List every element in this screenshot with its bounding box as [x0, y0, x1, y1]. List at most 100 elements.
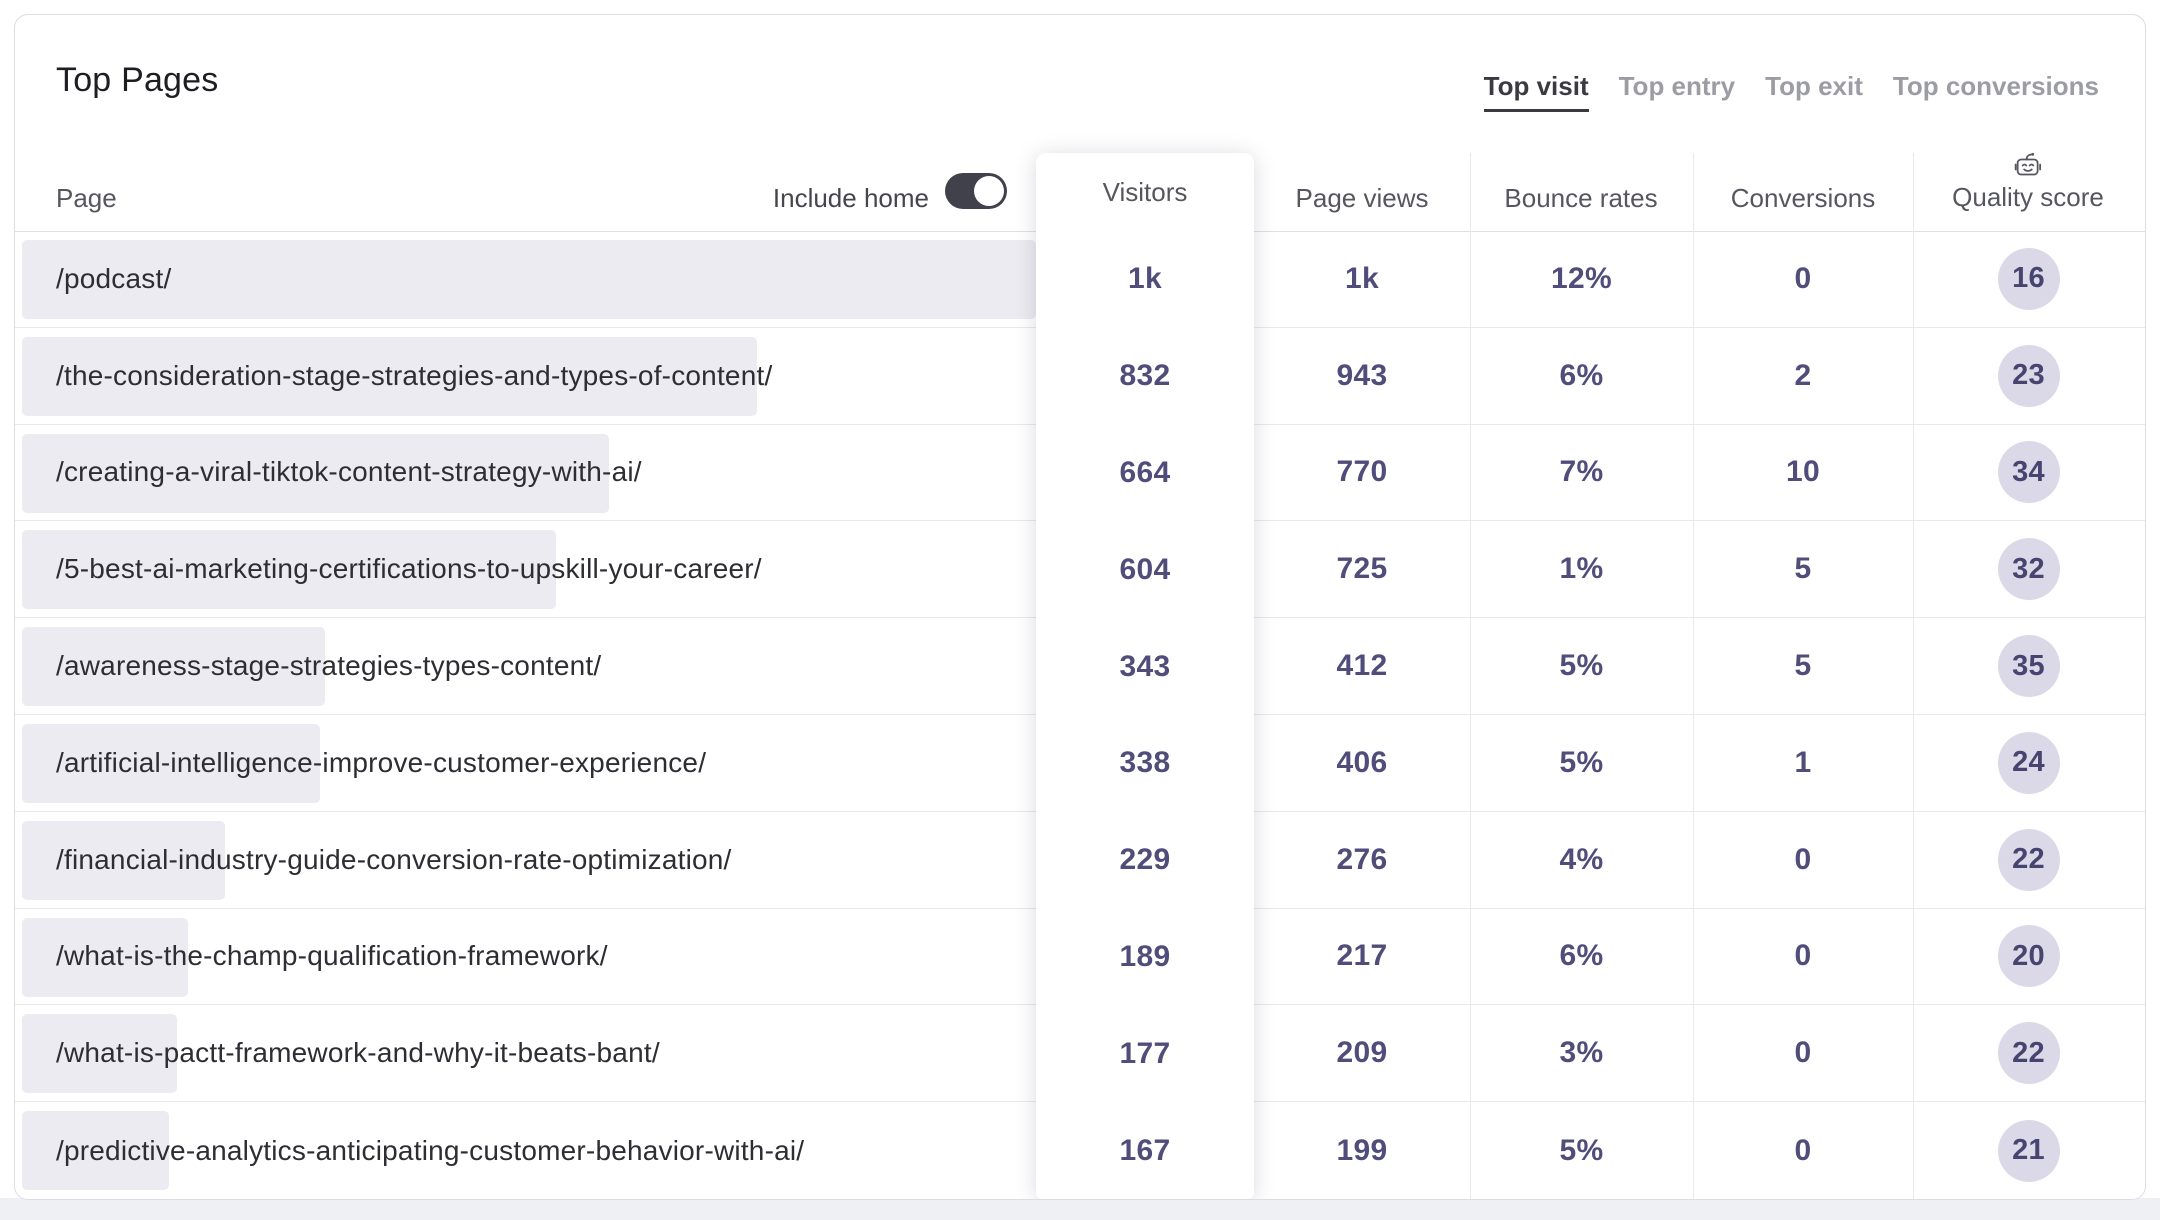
- bounce-rate-value: 6%: [1559, 358, 1604, 392]
- visitors-bar: [22, 820, 225, 900]
- quality-score-badge: 32: [1997, 538, 2060, 601]
- column-header-page: Page: [56, 183, 117, 213]
- column-header-quality-score: Quality score: [1952, 151, 2104, 213]
- conversions-value: 0: [1794, 939, 1812, 973]
- table-body: /podcast/1k 12% 0 16/the-consideration-stag…: [15, 231, 2145, 1199]
- page-views-value: 770: [1336, 455, 1388, 489]
- include-home-label: Include home: [772, 183, 929, 213]
- conversions-value: 5: [1794, 552, 1812, 586]
- quality-score-cell: 32: [1913, 521, 2144, 617]
- quality-score-cell: 20: [1913, 909, 2144, 1005]
- column-divider: [1913, 153, 1914, 1199]
- visitors-value: 604: [1119, 552, 1171, 586]
- page-views-value: 412: [1336, 649, 1388, 683]
- conversions-value: 0: [1794, 1133, 1812, 1167]
- bounce-rate-value: 3%: [1559, 1036, 1604, 1070]
- bounce-rate-value: 5%: [1559, 649, 1604, 683]
- visitors-cells: 1k 832 664 604 343 338 229 189 177 167: [1036, 231, 1254, 1199]
- visitors-bar: [22, 723, 320, 803]
- metric-tabs: Top visit Top entry Top exit Top convers…: [1483, 71, 2099, 112]
- page-path-text: /the-consideration-stage-strategies-and-…: [56, 359, 773, 391]
- visitors-bar: [22, 433, 609, 513]
- conversions-value: 10: [1786, 455, 1820, 489]
- bounce-rate-value: 12%: [1551, 261, 1612, 295]
- top-pages-card: Top Pages Top visit Top entry Top exit T…: [14, 14, 2146, 1200]
- quality-score-badge: 23: [1997, 344, 2060, 407]
- visitors-value: 177: [1119, 1036, 1171, 1070]
- visitors-bar: [22, 917, 188, 997]
- visitors-value: 229: [1119, 843, 1171, 877]
- bounce-rate-value: 7%: [1559, 455, 1604, 489]
- table-row[interactable]: /what-is-pactt-framework-and-why-it-beat…: [15, 1005, 2145, 1103]
- quality-score-cell: 16: [1913, 231, 2144, 327]
- quality-score-cell: 23: [1913, 328, 2144, 424]
- column-header-quality-score-label: Quality score: [1952, 182, 2104, 212]
- quality-score-badge: 34: [1997, 441, 2060, 504]
- visitors-column-panel: Visitors 1k 832 664 604 343 338 229 189 177 167: [1036, 153, 1254, 1199]
- page-views-value: 217: [1336, 939, 1388, 973]
- page-path-text: /predictive-analytics-anticipating-custo…: [56, 1134, 805, 1166]
- table-row[interactable]: /financial-industry-guide-conversion-rat…: [15, 812, 2145, 909]
- page-views-value: 1k: [1345, 261, 1379, 295]
- table-row[interactable]: /what-is-the-champ-qualification-framewo…: [15, 909, 2145, 1006]
- page-background-strip: [0, 1198, 2160, 1220]
- page-title: Top Pages: [56, 61, 219, 99]
- table-row[interactable]: /creating-a-viral-tiktok-content-strateg…: [15, 425, 2145, 522]
- bounce-rate-value: 4%: [1559, 842, 1604, 876]
- column-header-bounce-rates: Bounce rates: [1504, 183, 1658, 213]
- column-header-conversions: Conversions: [1730, 183, 1876, 213]
- page-views-value: 199: [1336, 1133, 1388, 1167]
- visitors-value: 343: [1119, 649, 1171, 683]
- tab-top-exit[interactable]: Top exit: [1765, 71, 1863, 101]
- quality-score-cell: 35: [1913, 618, 2144, 714]
- bounce-rate-value: 6%: [1559, 939, 1604, 973]
- quality-score-badge: 22: [1997, 1022, 2060, 1085]
- bounce-rate-value: 1%: [1559, 552, 1604, 586]
- tab-top-entry[interactable]: Top entry: [1618, 71, 1736, 101]
- page-path-text: /5-best-ai-marketing-certifications-to-u…: [56, 553, 762, 585]
- quality-score-badge: 21: [1997, 1119, 2060, 1182]
- visitors-bar: [22, 530, 556, 610]
- page-views-value: 943: [1336, 358, 1388, 392]
- page-path-text: /artificial-intelligence-improve-custome…: [56, 746, 707, 778]
- page-path-text: /what-is-the-champ-qualification-framewo…: [56, 940, 608, 972]
- visitors-bar: [22, 627, 325, 707]
- tab-top-conversions[interactable]: Top conversions: [1892, 71, 2099, 101]
- conversions-value: 2: [1794, 358, 1812, 392]
- conversions-value: 5: [1794, 649, 1812, 683]
- visitors-value: 1k: [1128, 262, 1162, 296]
- table-row[interactable]: /5-best-ai-marketing-certifications-to-u…: [15, 521, 2145, 619]
- visitors-value: 338: [1119, 746, 1171, 780]
- visitors-value: 189: [1119, 939, 1171, 973]
- toggle-knob: [974, 176, 1004, 206]
- quality-score-cell: 22: [1913, 812, 2144, 908]
- include-home-toggle[interactable]: [945, 173, 1007, 209]
- column-header-visitors: Visitors: [1102, 176, 1188, 207]
- page-views-value: 725: [1336, 552, 1388, 586]
- table-row[interactable]: /predictive-analytics-anticipating-custo…: [15, 1102, 2145, 1199]
- column-divider: [1693, 153, 1694, 1199]
- quality-score-badge: 22: [1997, 828, 2060, 891]
- quality-score-cell: 21: [1913, 1102, 2144, 1199]
- page-views-value: 276: [1336, 842, 1388, 876]
- page-views-value: 406: [1336, 745, 1388, 779]
- visitors-bar: [22, 240, 1036, 319]
- visitors-value: 167: [1119, 1133, 1171, 1167]
- column-header-page-views: Page views: [1295, 183, 1429, 213]
- page-path-text: /what-is-pactt-framework-and-why-it-beat…: [56, 1037, 660, 1069]
- visitors-bar: [22, 1111, 169, 1191]
- page-path-text: /podcast/: [56, 262, 172, 294]
- quality-score-cell: 34: [1913, 425, 2144, 521]
- quality-score-badge: 24: [1997, 731, 2060, 794]
- quality-score-cell: 22: [1913, 1005, 2144, 1101]
- column-divider: [1470, 153, 1471, 1199]
- visitors-value: 832: [1119, 359, 1171, 393]
- quality-score-badge: 20: [1997, 925, 2060, 988]
- quality-score-cell: 24: [1913, 715, 2144, 811]
- tab-top-visit[interactable]: Top visit: [1483, 71, 1589, 112]
- conversions-value: 0: [1794, 842, 1812, 876]
- visitors-value: 664: [1119, 455, 1171, 489]
- conversions-value: 1: [1794, 745, 1812, 779]
- table-row[interactable]: /podcast/1k 12% 0 16: [15, 231, 2145, 328]
- page-path-text: /financial-industry-guide-conversion-rat…: [56, 843, 732, 875]
